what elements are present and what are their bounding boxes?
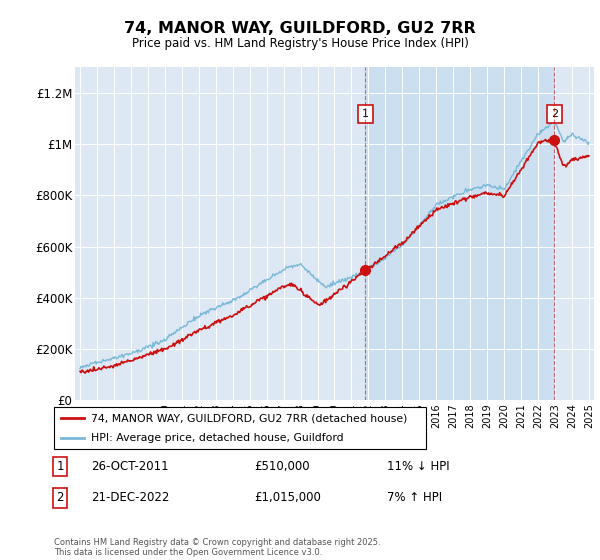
Text: 21-DEC-2022: 21-DEC-2022	[91, 491, 169, 504]
Text: 1: 1	[56, 460, 64, 473]
Text: 1: 1	[362, 109, 369, 119]
Text: Price paid vs. HM Land Registry's House Price Index (HPI): Price paid vs. HM Land Registry's House …	[131, 37, 469, 50]
Text: Contains HM Land Registry data © Crown copyright and database right 2025.
This d: Contains HM Land Registry data © Crown c…	[54, 538, 380, 557]
Bar	[365, 67, 554, 400]
Text: 74, MANOR WAY, GUILDFORD, GU2 7RR (detached house): 74, MANOR WAY, GUILDFORD, GU2 7RR (detac…	[91, 413, 407, 423]
Text: 2: 2	[551, 109, 558, 119]
Text: 11% ↓ HPI: 11% ↓ HPI	[386, 460, 449, 473]
Text: 7% ↑ HPI: 7% ↑ HPI	[386, 491, 442, 504]
Text: £510,000: £510,000	[254, 460, 310, 473]
Text: 74, MANOR WAY, GUILDFORD, GU2 7RR: 74, MANOR WAY, GUILDFORD, GU2 7RR	[124, 21, 476, 36]
Text: HPI: Average price, detached house, Guildford: HPI: Average price, detached house, Guil…	[91, 433, 344, 443]
Text: £1,015,000: £1,015,000	[254, 491, 322, 504]
Text: 2: 2	[56, 491, 64, 504]
Text: 26-OCT-2011: 26-OCT-2011	[91, 460, 169, 473]
